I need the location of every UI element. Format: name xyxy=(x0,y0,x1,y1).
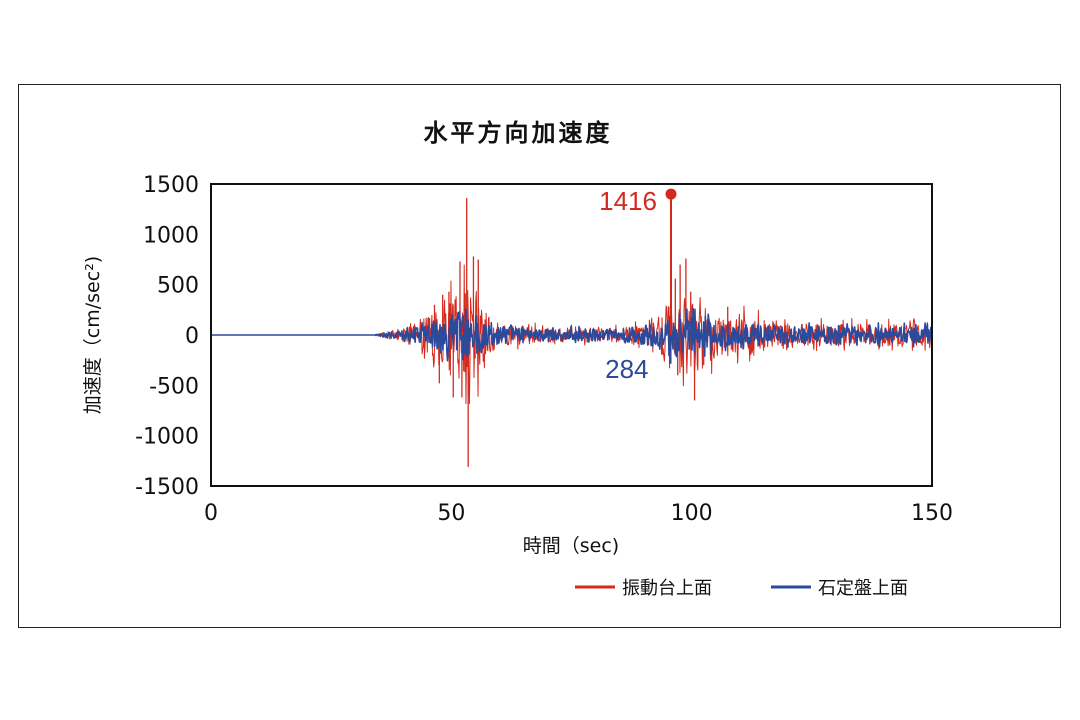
x-tick-label-1: 50 xyxy=(437,501,465,526)
plot-area: 1416 284 xyxy=(210,183,933,487)
y-tick-labels: 1500 1000 500 0 -500 -1000 -1500 xyxy=(135,173,199,500)
y-tick-label-3: 0 xyxy=(185,324,199,349)
y-axis-label: 加速度（cm/sec²) xyxy=(82,256,104,414)
x-tick-labels: 0 50 100 150 xyxy=(204,501,953,526)
plot-border xyxy=(210,183,933,487)
series-0 xyxy=(211,196,933,467)
chart: 水平方向加速度 1500 1000 500 0 -500 -1000 -1500 0 50 10… xyxy=(82,119,953,599)
x-tick-label-2: 100 xyxy=(671,501,713,526)
chart-title: 水平方向加速度 xyxy=(424,119,613,147)
series-line-1 xyxy=(210,307,933,362)
y-tick-label-2: 500 xyxy=(157,274,199,299)
chart-frame: 水平方向加速度 1500 1000 500 0 -500 -1000 -1500 0 50 10… xyxy=(18,84,1061,628)
x-axis-label: 時間（sec) xyxy=(523,535,619,557)
y-tick-label-0: 1500 xyxy=(143,173,199,198)
y-tick-label-5: -1000 xyxy=(135,425,199,450)
series-1 xyxy=(210,307,933,364)
peak-label-blue: 284 xyxy=(605,354,648,384)
peak-label-red: 1416 xyxy=(599,186,657,216)
y-tick-label-4: -500 xyxy=(149,374,199,399)
x-tick-label-3: 150 xyxy=(911,501,953,526)
y-tick-label-6: -1500 xyxy=(135,475,199,500)
legend-label-1: 石定盤上面 xyxy=(818,578,908,599)
x-tick-label-0: 0 xyxy=(204,501,218,526)
legend-label-0: 振動台上面 xyxy=(622,578,712,599)
peak-marker-red xyxy=(665,188,677,200)
y-tick-label-1: 1000 xyxy=(143,223,199,248)
legend: 振動台上面 石定盤上面 xyxy=(575,578,908,599)
